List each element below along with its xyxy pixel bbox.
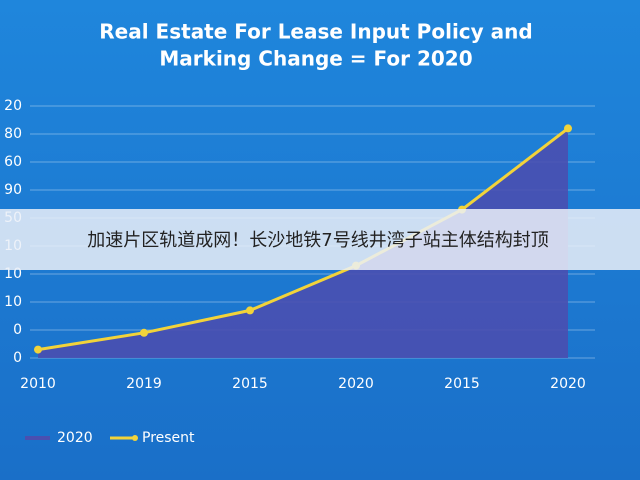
x-tick-label: 2020 bbox=[550, 376, 586, 392]
area bbox=[38, 128, 568, 358]
line bbox=[37, 127, 569, 352]
banner-band bbox=[0, 209, 640, 270]
x-tick-label: 2020 bbox=[338, 376, 374, 392]
point bbox=[564, 124, 572, 133]
legend-swatch bbox=[132, 435, 138, 441]
y-tick-label: 0 bbox=[13, 350, 22, 366]
point bbox=[246, 306, 254, 315]
x-tick-label: 2019 bbox=[126, 376, 162, 392]
y-tick-label: 60 bbox=[4, 154, 22, 170]
legend-label: 2020 bbox=[57, 430, 93, 446]
x-tick-label: 2015 bbox=[232, 376, 268, 392]
y-tick-label: 10 bbox=[4, 294, 22, 310]
x-tick-label: 2015 bbox=[444, 376, 480, 392]
chart-title: Marking Change = For 2020 bbox=[159, 47, 472, 71]
legend-label: Present bbox=[142, 430, 195, 446]
point bbox=[140, 328, 148, 337]
point bbox=[34, 345, 42, 354]
y-tick-label: 80 bbox=[4, 126, 22, 142]
banner-text: 加速片区轨道成网！长沙地铁7号线井湾子站主体结构封顶 bbox=[87, 230, 548, 251]
y-tick-label: 0 bbox=[13, 322, 22, 338]
chart-title: Real Estate For Lease Input Policy and bbox=[99, 20, 532, 44]
y-tick-label: 20 bbox=[4, 98, 22, 114]
y-tick-label: 90 bbox=[4, 182, 22, 198]
x-tick-label: 2010 bbox=[20, 376, 56, 392]
